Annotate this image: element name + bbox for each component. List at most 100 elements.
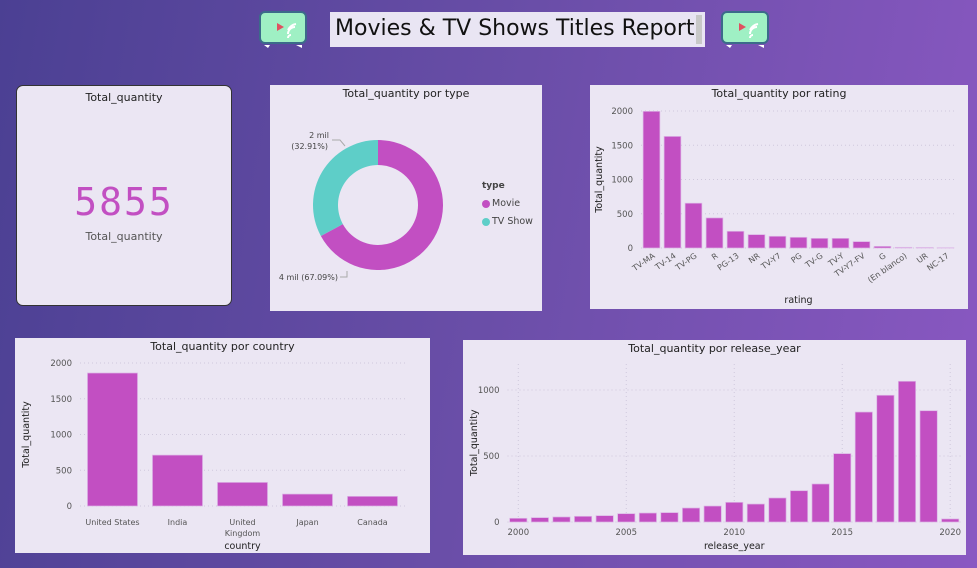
x-tick-label: 2015 xyxy=(831,528,853,538)
bar[interactable] xyxy=(810,237,829,249)
bar[interactable] xyxy=(705,217,724,249)
bar[interactable] xyxy=(530,517,549,523)
bar[interactable] xyxy=(873,246,892,249)
bar[interactable] xyxy=(282,493,333,507)
x-tick-label: TV-PG xyxy=(673,251,698,273)
tv-cast-icon xyxy=(258,10,308,50)
bar[interactable] xyxy=(747,234,766,249)
x-tick-label: TV-Y7 xyxy=(759,251,783,271)
bar[interactable] xyxy=(509,517,528,523)
x-tick-label: TV-MA xyxy=(630,251,657,274)
donut-slice-tv-show[interactable] xyxy=(313,140,378,236)
y-tick-label: 1500 xyxy=(50,395,72,405)
bar[interactable] xyxy=(811,483,830,523)
y-tick-label: 0 xyxy=(67,502,72,512)
legend-item-tv-show[interactable]: TV Show xyxy=(482,216,533,227)
x-tick-label: India xyxy=(168,518,188,527)
x-tick-label: NC-17 xyxy=(925,251,950,273)
title-scrollbar[interactable] xyxy=(696,15,702,44)
bar[interactable] xyxy=(876,394,895,523)
report-title: Movies & TV Shows Titles Report xyxy=(335,16,695,41)
legend-label: TV Show xyxy=(492,216,533,227)
bar[interactable] xyxy=(746,503,765,523)
release-year-chart-panel[interactable]: Total_quantity por release_year 2000 2005… xyxy=(463,340,966,555)
bar[interactable] xyxy=(703,505,722,523)
y-tick-label: 1500 xyxy=(611,141,633,151)
y-axis-title: Total_quantity xyxy=(469,409,480,477)
bar[interactable] xyxy=(852,241,871,249)
chart-title: Total_quantity por rating xyxy=(711,87,847,100)
x-tick-label: United States xyxy=(85,518,139,527)
x-tick-label: Canada xyxy=(357,518,388,527)
card-title: Total_quantity xyxy=(85,91,163,104)
y-axis-title: Total_quantity xyxy=(594,146,605,214)
x-tick-label: 2020 xyxy=(939,528,961,538)
x-axis-title: release_year xyxy=(704,541,765,552)
bar[interactable] xyxy=(682,507,701,523)
chart-title: Total_quantity por type xyxy=(342,87,470,100)
bar[interactable] xyxy=(768,235,787,249)
bar[interactable] xyxy=(347,495,398,507)
x-tick-label: (En blanco) xyxy=(866,251,908,284)
bar[interactable] xyxy=(833,453,852,523)
bar[interactable] xyxy=(725,501,744,523)
card-label: Total_quantity xyxy=(85,230,163,243)
rating-chart-panel[interactable]: Total_quantity por rating 0 500 1000 1500 20… xyxy=(590,85,968,309)
x-tick-label: TV-14 xyxy=(653,251,678,272)
total-quantity-card[interactable]: Total_quantity 5855 Total_quantity xyxy=(16,85,232,306)
bar[interactable] xyxy=(574,515,593,523)
bar[interactable] xyxy=(217,482,268,507)
y-tick-label: 2000 xyxy=(50,359,72,369)
country-chart-panel[interactable]: Total_quantity por country 0 500 1000 1500 2… xyxy=(15,338,430,553)
bar[interactable] xyxy=(898,380,916,523)
y-tick-label: 0 xyxy=(628,244,633,254)
type-donut-panel[interactable]: Total_quantity por type 4 mil (67.09%) 2 … xyxy=(270,85,542,311)
x-tick-label: United xyxy=(229,518,255,527)
tv-cast-icon xyxy=(720,10,770,50)
bar[interactable] xyxy=(894,246,913,249)
data-label-movie: 4 mil (67.09%) xyxy=(279,273,338,282)
x-tick-label: PG xyxy=(789,251,803,265)
bar[interactable] xyxy=(663,136,682,249)
bar[interactable] xyxy=(789,236,808,249)
bar[interactable] xyxy=(617,513,636,523)
bar[interactable] xyxy=(152,454,203,507)
y-tick-label: 0 xyxy=(494,518,499,528)
y-tick-label: 1000 xyxy=(478,386,500,396)
data-label-tv-show-pct: (32.91%) xyxy=(291,142,328,151)
bar[interactable] xyxy=(854,411,873,523)
bar[interactable] xyxy=(941,518,960,523)
bar[interactable] xyxy=(919,410,938,523)
bar[interactable] xyxy=(790,490,809,523)
bar[interactable] xyxy=(684,202,703,249)
y-tick-label: 500 xyxy=(56,466,72,476)
bar[interactable] xyxy=(660,512,679,523)
bar[interactable] xyxy=(638,512,657,523)
x-axis-title: rating xyxy=(784,295,812,306)
x-tick-label: Kingdom xyxy=(225,529,261,538)
bar[interactable] xyxy=(768,497,787,523)
leader-line xyxy=(340,271,348,278)
bar[interactable] xyxy=(87,372,138,507)
y-tick-label: 1000 xyxy=(611,176,633,186)
legend-title: type xyxy=(482,181,505,191)
card-value: 5855 xyxy=(74,180,174,224)
leader-line xyxy=(332,139,346,147)
y-axis-title: Total_quantity xyxy=(21,401,32,469)
legend-label: Movie xyxy=(492,198,521,209)
x-axis-title: country xyxy=(224,541,261,552)
bar[interactable] xyxy=(726,230,745,249)
y-tick-label: 500 xyxy=(617,210,633,220)
legend-item-movie[interactable]: Movie xyxy=(482,198,520,209)
data-label-tv-show: 2 mil xyxy=(309,131,329,140)
bar[interactable] xyxy=(831,237,850,249)
y-tick-label: 500 xyxy=(483,452,499,462)
legend-dot xyxy=(482,217,490,226)
x-tick-label: PG-13 xyxy=(716,251,741,272)
donut-slice-movie[interactable] xyxy=(320,140,443,270)
y-tick-label: 2000 xyxy=(611,107,633,117)
bar[interactable] xyxy=(552,516,571,523)
x-tick-label: 2005 xyxy=(615,528,637,538)
bar[interactable] xyxy=(642,110,661,249)
bar[interactable] xyxy=(595,515,614,523)
